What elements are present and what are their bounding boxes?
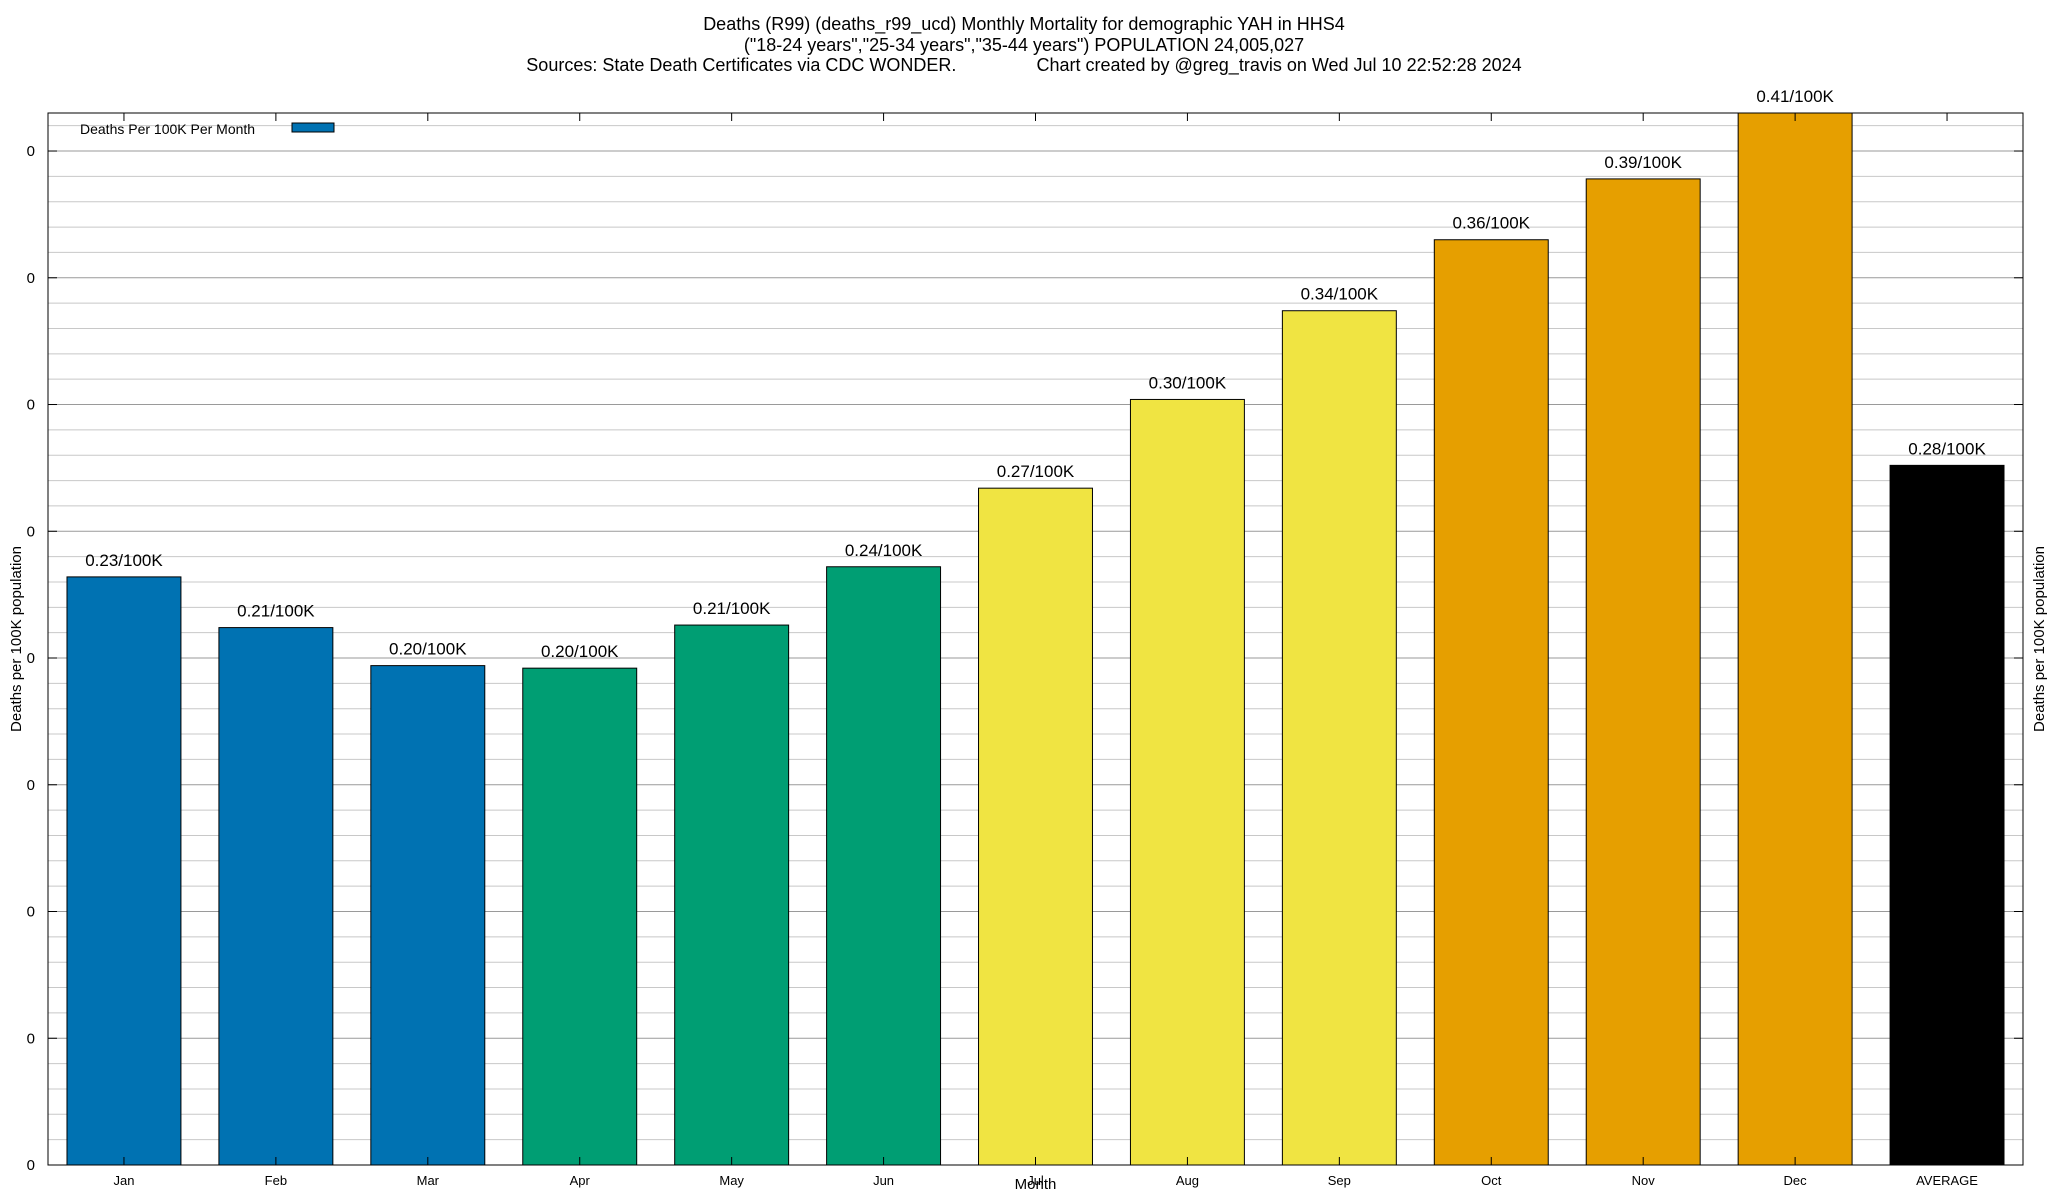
y-tick-label: 0 [27,270,35,287]
title-line-3: Sources: State Death Certificates via CD… [526,55,1521,76]
data-label: 0.21/100K [693,599,771,618]
bar-may [674,624,790,1166]
y-axis-title: Deaths per 100K population [8,546,25,732]
data-label: 0.39/100K [1604,153,1682,172]
data-label: 0.24/100K [845,541,923,560]
bar-jan [66,576,182,1166]
data-label: 0.23/100K [85,551,163,570]
bar-oct [1433,239,1549,1166]
y-axis-ticks: 0 0 0 0 0 0 0 0 0 [27,113,2023,1174]
y-tick-label: 0 [27,1157,35,1174]
bar-mar [370,665,486,1166]
bar-jun [826,566,942,1166]
x-category-label: Apr [570,1173,591,1188]
data-label: 0.27/100K [997,462,1075,481]
bar-feb [218,627,334,1166]
x-category-label: Jan [113,1173,134,1188]
bar-apr [522,667,638,1166]
x-category-label: Feb [265,1173,287,1188]
bar-jul [978,487,1093,1166]
legend-swatch [291,122,335,133]
title-line-2: ("18-24 years","25-34 years","35-44 year… [744,35,1304,55]
y-tick-label: 0 [27,650,35,667]
x-axis-title: Month [1015,1176,1057,1193]
y-tick-label: 0 [27,904,35,921]
y-tick-label: 0 [27,397,35,414]
legend: Deaths Per 100K Per Month [80,121,335,137]
bars [66,112,2005,1166]
data-label: 0.21/100K [237,602,315,621]
data-label: 0.28/100K [1908,439,1986,458]
y-tick-label: 0 [27,523,35,540]
bar-average [1889,464,2005,1166]
x-category-label: Oct [1481,1173,1502,1188]
x-category-label: Jun [873,1173,894,1188]
x-category-label: Aug [1176,1173,1199,1188]
data-label: 0.41/100K [1756,87,1834,106]
x-category-label: Sep [1328,1173,1351,1188]
bar-dec [1737,112,1853,1166]
x-category-label: Jul [1027,1173,1044,1188]
data-label: 0.20/100K [389,640,467,659]
y-tick-label: 0 [27,777,35,794]
data-label: 0.34/100K [1301,285,1379,304]
y-tick-label: 0 [27,143,35,160]
x-category-label: Nov [1632,1173,1656,1188]
x-category-label: Mar [417,1173,440,1188]
title-line-1: Deaths (R99) (deaths_r99_ucd) Monthly Mo… [703,14,1345,35]
data-label: 0.30/100K [1149,373,1227,392]
legend-label: Deaths Per 100K Per Month [80,121,255,137]
data-label: 0.36/100K [1453,214,1531,233]
y-axis-title-right: Deaths per 100K population [2031,546,2048,732]
x-category-label: May [719,1173,744,1188]
data-label: 0.20/100K [541,642,619,661]
bar-sep [1281,310,1397,1166]
x-category-label: Dec [1784,1173,1808,1188]
chart-title: Deaths (R99) (deaths_r99_ucd) Monthly Mo… [526,14,1521,76]
y-tick-label: 0 [27,1030,35,1047]
bar-nov [1585,178,1701,1166]
x-category-label: AVERAGE [1916,1173,1978,1188]
x-axis-categories: Jan Feb Mar Apr May Jun Jul Aug Sep Oct Nov Dec AVER… [113,1173,1978,1188]
data-labels: 0.23/100K 0.21/100K 0.20/100K 0.20/100K 0.21… [85,87,1986,661]
bar-aug [1129,398,1245,1166]
